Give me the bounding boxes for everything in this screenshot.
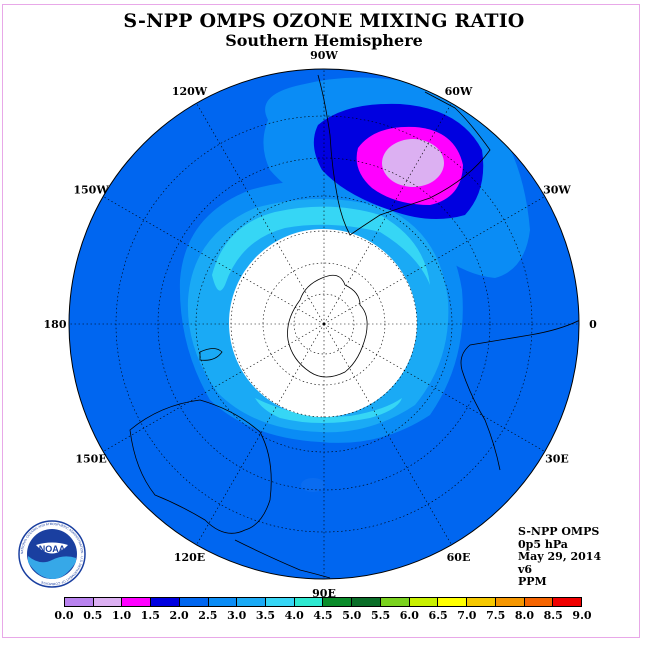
info-date: May 29, 2014 <box>518 550 602 564</box>
colorbar-swatch-7 <box>266 598 295 606</box>
coast-indonesia <box>234 539 331 579</box>
ozone-field-3-5b <box>255 398 402 423</box>
colorbar-tick-1: 0.5 <box>83 609 103 622</box>
info-instrument: S-NPP OMPS <box>518 525 600 538</box>
colorbar-tick-15: 7.5 <box>486 609 506 622</box>
ozone-field-spot <box>301 478 325 492</box>
info-level: 0p5 hPa <box>518 537 568 551</box>
colorbar-swatch-15 <box>495 598 525 606</box>
colorbar-swatch-17 <box>553 598 581 606</box>
colorbar-tick-3: 1.5 <box>140 609 160 622</box>
lon-label-5: 60E <box>447 551 471 564</box>
colorbar-tick-16: 8.0 <box>514 609 535 622</box>
colorbar-swatch-11 <box>380 598 410 606</box>
ozone-field-3-5 <box>212 206 430 291</box>
colorbar-ticks: 0.0 0.5 1.0 1.5 2.0 2.5 3.0 3.5 4.0 4.5 5.0 5.5 6.0 6… <box>54 609 591 623</box>
colorbar-tick-17: 8.5 <box>543 609 563 622</box>
colorbar-swatch-5 <box>208 598 238 606</box>
lon-label-6: 90E <box>312 587 336 600</box>
lon-label-7: 120E <box>174 551 205 564</box>
colorbar-tick-5: 2.5 <box>198 609 218 622</box>
lon-label-8: 150E <box>75 453 106 466</box>
noaa-logo: NOAA NATIONAL OCEANIC AND ATMOSPHERIC AD… <box>18 520 86 588</box>
globe-edge <box>68 68 580 580</box>
meridian-line <box>323 323 545 452</box>
coast-south-america <box>317 74 491 236</box>
ozone-field-0-5 <box>382 139 444 187</box>
colorbar-swatch-3 <box>151 598 180 606</box>
lon-label-0: 90W <box>310 49 338 62</box>
colorbar-swatch-2 <box>122 598 152 606</box>
colorbar-swatch-13 <box>438 598 468 606</box>
map-subtitle: Southern Hemisphere <box>225 31 423 50</box>
colorbar-swatch-12 <box>409 598 439 606</box>
colorbar-swatch-16 <box>524 598 554 606</box>
colorbar-tick-2: 1.0 <box>111 609 132 622</box>
meridian-line <box>323 103 452 325</box>
lon-label-3: 0 <box>589 318 597 331</box>
coastlines <box>129 74 579 579</box>
lon-label-10: 150W <box>73 184 109 197</box>
colorbar-swatch-4 <box>179 598 209 606</box>
info-panel: S-NPP OMPS 0p5 hPa May 29, 2014 v6 PPM <box>518 525 602 589</box>
meridian-line <box>103 323 325 452</box>
meridian-line <box>323 323 452 545</box>
colorbar-tick-8: 4.0 <box>284 609 304 622</box>
lon-label-9: 180 <box>44 318 67 331</box>
coast-antarctica <box>287 274 368 378</box>
colorbar-tick-6: 3.0 <box>227 609 247 622</box>
colorbar-swatch-14 <box>467 598 496 606</box>
info-version: v6 <box>518 562 533 576</box>
meridian-line <box>323 196 545 325</box>
meridian-line <box>196 103 325 325</box>
meridian-line <box>103 196 325 325</box>
info-units: PPM <box>518 575 547 589</box>
map-title: S-NPP OMPS OZONE MIXING RATIO <box>123 10 525 32</box>
colorbar-tick-18: 9.0 <box>572 609 592 622</box>
colorbar-tick-0: 0.0 <box>54 609 74 622</box>
noaa-logo-text: NOAA <box>39 544 66 554</box>
colorbar-swatch-6 <box>237 598 267 606</box>
colorbar-tick-10: 5.0 <box>342 609 362 622</box>
lon-label-4: 30E <box>545 453 569 466</box>
colorbar-tick-14: 7.0 <box>457 609 477 622</box>
colorbar-swatch-10 <box>352 598 381 606</box>
meridian-line <box>196 323 325 545</box>
lon-label-1: 60W <box>445 85 473 98</box>
south-pole-marker <box>322 322 326 326</box>
colorbar-swatch-9 <box>323 598 353 606</box>
frame-border <box>2 4 640 638</box>
meridian-lines <box>69 69 579 579</box>
lon-label-2: 30W <box>543 184 571 197</box>
colorbar-swatch-1 <box>93 598 123 606</box>
longitude-labels: 90W 60W 30W 0 30E 60E 90E 120E 150E 180 150W 120W <box>44 49 598 600</box>
colorbar-tick-9: 4.5 <box>313 609 333 622</box>
colorbar-swatch-0 <box>65 598 94 606</box>
colorbar-tick-7: 3.5 <box>255 609 276 622</box>
coast-new-zealand <box>199 348 223 361</box>
lon-label-11: 120W <box>172 85 208 98</box>
colorbar-tick-4: 2.0 <box>169 609 189 622</box>
colorbar-tick-12: 6.0 <box>399 609 419 622</box>
colorbar-tick-11: 5.5 <box>370 609 391 622</box>
colorbar <box>64 597 582 607</box>
colorbar-swatch-8 <box>294 598 324 606</box>
coast-australia <box>129 399 272 534</box>
colorbar-tick-13: 6.5 <box>428 609 448 622</box>
coast-africa <box>460 319 579 471</box>
